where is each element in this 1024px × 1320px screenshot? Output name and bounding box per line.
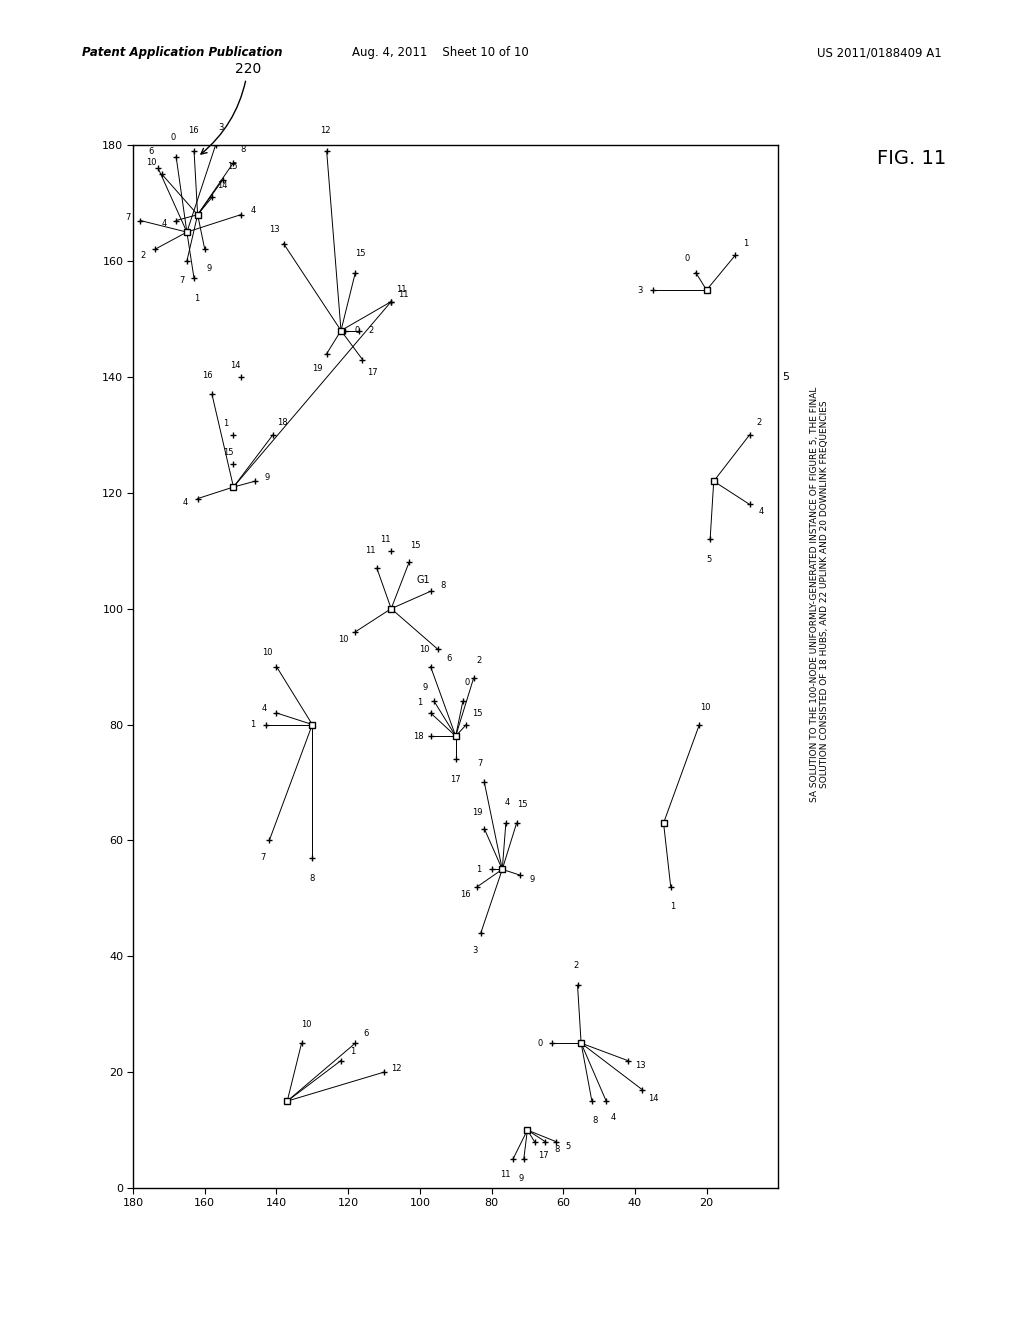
Text: 18: 18 [413,731,423,741]
Text: Patent Application Publication: Patent Application Publication [82,46,283,59]
Text: 7: 7 [478,759,483,768]
Text: 8: 8 [240,144,246,153]
Text: 14: 14 [648,1094,658,1102]
Text: 13: 13 [635,1060,645,1069]
Text: 8: 8 [309,874,315,883]
Text: 8: 8 [593,1115,598,1125]
Text: 2: 2 [476,656,482,664]
Text: 12: 12 [391,1064,401,1073]
Text: 8: 8 [554,1144,559,1154]
Text: 10: 10 [301,1020,311,1028]
Text: 11: 11 [500,1171,510,1179]
Text: 1: 1 [476,865,481,874]
Text: US 2011/0188409 A1: US 2011/0188409 A1 [817,46,942,59]
Text: 17: 17 [538,1151,549,1160]
Text: 15: 15 [517,800,527,809]
Text: SA SOLUTION TO THE 100-NODE UNIFORMLY-GENERATED INSTANCE OF FIGURE 5, THE FINAL
: SA SOLUTION TO THE 100-NODE UNIFORMLY-GE… [810,387,828,801]
Text: 6: 6 [148,148,154,157]
Text: 1: 1 [417,698,422,708]
Text: 10: 10 [419,644,429,653]
Text: 1: 1 [671,902,676,911]
Text: 0: 0 [171,132,176,141]
Text: 19: 19 [472,808,482,817]
Text: 2: 2 [573,961,579,970]
Text: 1: 1 [742,239,748,248]
Text: Aug. 4, 2011    Sheet 10 of 10: Aug. 4, 2011 Sheet 10 of 10 [352,46,528,59]
Text: 4: 4 [610,1113,616,1122]
Text: 6: 6 [364,1030,369,1039]
Text: 9: 9 [423,682,428,692]
Text: 6: 6 [446,655,452,664]
Text: 5: 5 [565,1142,570,1151]
Text: 15: 15 [227,162,238,172]
Text: 16: 16 [203,371,213,380]
Text: 11: 11 [396,285,407,294]
Text: 4: 4 [261,705,267,714]
Text: 1: 1 [251,719,256,729]
Text: 17: 17 [451,775,461,784]
Text: 10: 10 [262,648,272,657]
Text: 4: 4 [182,498,188,507]
Text: 4: 4 [161,219,166,228]
Text: 8: 8 [440,581,445,590]
Text: 1: 1 [223,418,228,428]
Text: 1: 1 [350,1048,355,1056]
Text: 2: 2 [140,251,145,260]
Text: 5: 5 [707,554,712,564]
Text: 10: 10 [338,635,349,644]
Text: 17: 17 [367,368,378,378]
Text: 19: 19 [312,363,323,372]
Text: 12: 12 [319,127,331,136]
Text: 7: 7 [180,276,185,285]
Text: 14: 14 [230,360,241,370]
Text: 3: 3 [472,946,477,956]
Text: 0: 0 [538,1039,543,1048]
Text: 10: 10 [146,158,157,168]
Text: 4: 4 [505,799,510,808]
Text: G1: G1 [417,574,430,585]
Text: 9: 9 [519,1175,524,1184]
Text: 3: 3 [219,123,224,132]
Text: 9: 9 [529,875,536,883]
Text: 15: 15 [411,541,421,549]
Text: 18: 18 [278,417,288,426]
Text: 5: 5 [782,372,788,381]
Text: 1: 1 [195,293,200,302]
Text: 220: 220 [201,62,261,154]
Text: 15: 15 [472,709,482,718]
Text: 14: 14 [217,181,227,190]
Text: FIG. 11: FIG. 11 [877,149,946,168]
Text: 3: 3 [638,285,643,294]
Text: 9: 9 [206,264,211,273]
Text: 13: 13 [269,226,280,235]
Text: 7: 7 [260,853,265,862]
Text: 11: 11 [397,290,409,300]
Text: 2: 2 [757,417,762,426]
Text: 15: 15 [354,249,366,259]
Text: 16: 16 [461,890,471,899]
Text: 11: 11 [381,535,391,544]
Text: 16: 16 [187,127,199,135]
Text: 7: 7 [125,213,131,222]
Text: 4: 4 [759,507,764,516]
Text: 4: 4 [250,206,256,215]
Text: 15: 15 [223,447,233,457]
Text: 10: 10 [700,702,711,711]
Text: 11: 11 [366,546,376,554]
Text: 0: 0 [464,677,469,686]
Text: 0: 0 [684,253,689,263]
Text: 2: 2 [369,326,374,335]
Text: 9: 9 [265,474,270,482]
Text: 0: 0 [354,326,359,335]
